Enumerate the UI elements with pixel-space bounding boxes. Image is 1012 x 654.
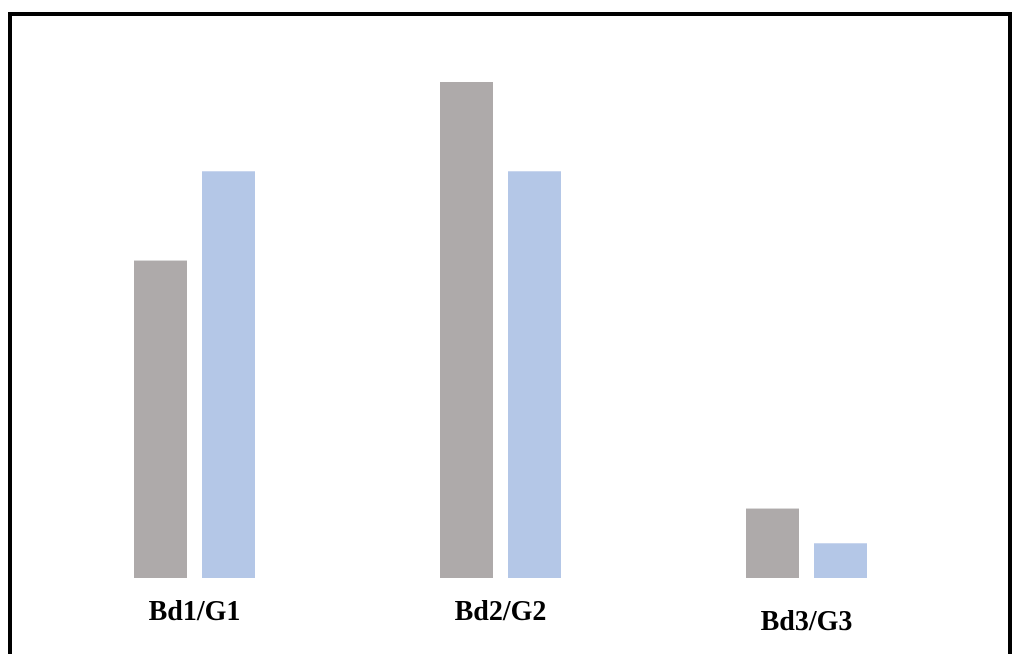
bar-bd2-g2-series-2 <box>508 171 561 578</box>
bars-group <box>134 82 867 578</box>
bar-bd3-g3-series-2 <box>814 543 867 578</box>
category-label: Bd2/G2 <box>455 596 547 627</box>
category-label: Bd3/G3 <box>761 606 853 637</box>
bar-bd1-g1-series-2 <box>202 171 255 578</box>
bar-bd1-g1-series-1 <box>134 260 187 578</box>
bar-bd3-g3-series-1 <box>746 508 799 578</box>
category-labels-group: Bd1/G1 Bd2/G2 Bd3/G3 <box>149 596 853 637</box>
category-label: Bd1/G1 <box>149 596 241 627</box>
bar-bd2-g2-series-1 <box>440 82 493 578</box>
